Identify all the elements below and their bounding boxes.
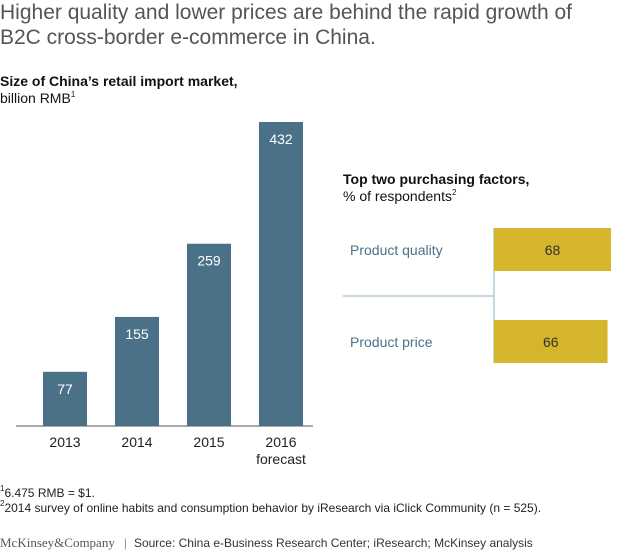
source-text: Source: China e-Business Research Center… <box>133 536 533 550</box>
footnote-2-mark: 2 <box>0 499 5 508</box>
footer: McKinsey&Company | Source: China e-Busines… <box>0 535 640 551</box>
headline: Higher quality and lower prices are behi… <box>0 0 636 50</box>
retail-bar-label-2014: 155 <box>125 326 149 342</box>
retail-bar-2015 <box>187 243 231 426</box>
retail-chart-title-block: Size of China’s retail import market, bi… <box>0 73 238 107</box>
factor-value-product-quality: 68 <box>545 242 561 258</box>
retail-tick-2016: 2016 <box>265 434 296 450</box>
retail-bar-2013 <box>43 371 87 426</box>
retail-tick-sublabel-2016: forecast <box>256 451 306 467</box>
retail-chart-footnote-mark: 1 <box>70 90 76 99</box>
footnote-1-text: 6.475 RMB = $1. <box>4 486 95 500</box>
factor-label-product-quality: Product quality <box>350 242 443 258</box>
factors-chart-subtitle: % of respondents <box>343 188 452 204</box>
headline-line-2: B2C cross-border e-commerce in China. <box>0 26 376 49</box>
footnote-2: 22014 survey of online habits and consum… <box>0 499 542 516</box>
footnote-2-text: 2014 survey of online habits and consump… <box>4 501 542 515</box>
footnote-1-mark: 1 <box>0 484 5 493</box>
retail-tick-2013: 2013 <box>49 434 80 450</box>
mckinsey-logo: McKinsey&Company <box>0 535 115 550</box>
retail-bar-label-2013: 77 <box>57 381 73 397</box>
retail-tick-2014: 2014 <box>121 434 152 450</box>
headline-line-1: Higher quality and lower prices are behi… <box>0 1 572 24</box>
factors-chart-title: Top two purchasing factors, <box>343 171 530 187</box>
factors-chart-title-block: Top two purchasing factors, % of respond… <box>343 171 529 205</box>
retail-chart-subtitle: billion RMB <box>0 90 71 106</box>
factors-chart-footnote-mark: 2 <box>451 188 457 197</box>
retail-bar-2014 <box>115 316 159 426</box>
retail-bar-2016 <box>259 122 303 426</box>
retail-tick-2015: 2015 <box>193 434 224 450</box>
retail-bar-label-2016: 432 <box>269 131 293 147</box>
factor-value-product-price: 66 <box>543 334 559 350</box>
factor-label-product-price: Product price <box>350 334 433 350</box>
footer-separator: | <box>123 536 127 550</box>
footnotes: 16.475 RMB = $1. 22014 survey of online … <box>0 484 542 516</box>
factor-bar-product-quality <box>494 228 611 271</box>
factor-bar-product-price <box>494 320 608 363</box>
retail-chart-title: Size of China’s retail import market, <box>0 73 238 89</box>
retail-bar-label-2015: 259 <box>197 253 221 269</box>
footnote-1: 16.475 RMB = $1. <box>0 484 541 501</box>
